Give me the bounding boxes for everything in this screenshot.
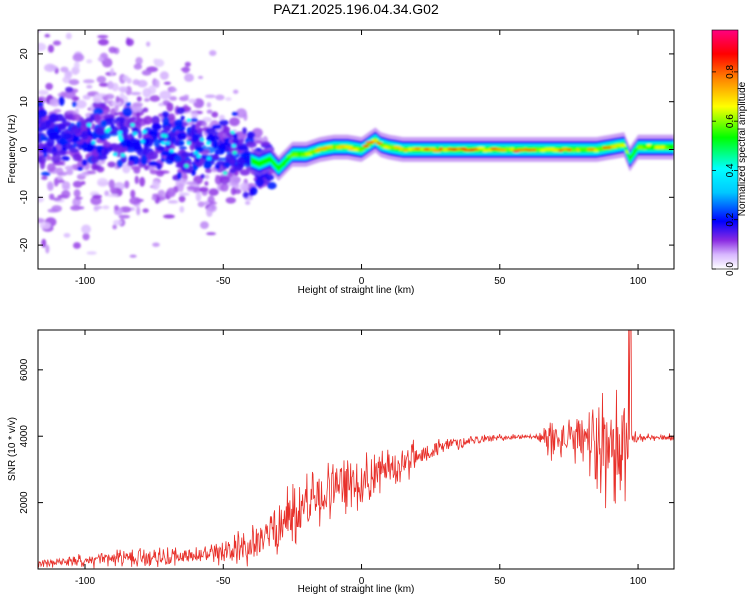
colorbar-ticks: 0.0 0.2 0.4 0.6 0.8 <box>712 64 738 276</box>
snr-ytick-label: 2000 <box>19 491 30 514</box>
spectrogram-blobs <box>38 30 674 258</box>
snr-xlabel: Height of straight line (km) <box>298 584 415 595</box>
snr-xtick-label: 100 <box>630 576 647 587</box>
snr-ytick-label: 6000 <box>19 358 30 381</box>
spectrogram-xtick-label: 0 <box>359 276 365 287</box>
colorbar-tick-label: 0.4 <box>725 163 736 177</box>
snr-axes: -100 -50 0 50 100 2000 4000 6000 <box>19 330 674 587</box>
snr-panel: -100 -50 0 50 100 2000 4000 6000 Height of stra… <box>7 329 675 595</box>
spectrogram-xtick-label: 50 <box>494 276 506 287</box>
snr-xtick-label: 0 <box>359 576 365 587</box>
colorbar-tick-label: 0.0 <box>725 262 736 276</box>
spectrogram-heatmap <box>38 30 674 258</box>
snr-ylabel: SNR (10 * v/v) <box>7 417 18 481</box>
colorbar-tick-label: 0.6 <box>725 114 736 128</box>
chart-title: PAZ1.2025.196.04.34.G02 <box>273 1 439 17</box>
spectrogram-ytick-label: -20 <box>19 237 30 252</box>
colorbar: 0.0 0.2 0.4 0.6 0.8 Normalized spectral ampl… <box>711 29 748 276</box>
spectrogram-ytick-label: -10 <box>19 190 30 205</box>
snr-ytick-label: 4000 <box>19 425 30 448</box>
snr-xtick-label: -50 <box>216 576 231 587</box>
snr-xtick-label: 50 <box>494 576 506 587</box>
spectrogram-xtick-label: -50 <box>216 276 231 287</box>
spectrogram-xtick-label: -100 <box>75 276 95 287</box>
colorbar-tick-label: 0.2 <box>725 212 736 226</box>
colorbar-gradient <box>711 29 739 270</box>
spectrogram-ytick-label: 0 <box>19 146 30 152</box>
colorbar-label: Normalized spectral amplitude <box>737 81 748 216</box>
snr-xtick-label: -100 <box>75 576 95 587</box>
colorbar-tick-label: 0.8 <box>725 64 736 78</box>
snr-frame <box>37 329 675 570</box>
spectrogram-xtick-label: 100 <box>630 276 647 287</box>
spectrogram-ytick-label: 20 <box>19 48 30 60</box>
snr-series-line <box>38 330 674 569</box>
spectrogram-ylabel: Frequency (Hz) <box>7 115 18 184</box>
snr-plot-area <box>38 330 674 569</box>
spectrogram-ytick-label: 10 <box>19 96 30 108</box>
spectrogram-xlabel: Height of straight line (km) <box>298 285 415 296</box>
